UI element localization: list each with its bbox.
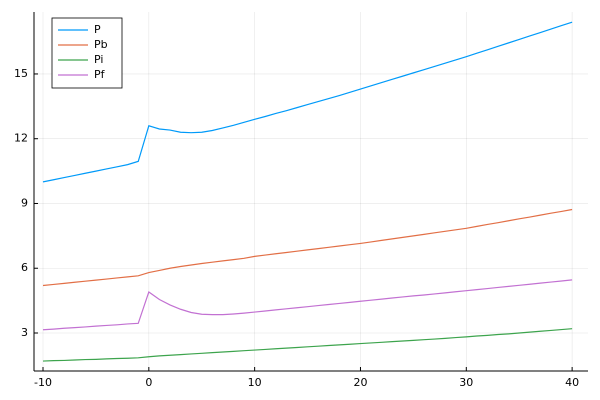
line xyxy=(42,21,573,183)
y-tick-label: 15 xyxy=(14,67,28,80)
line xyxy=(42,328,573,362)
legend-label: Pi xyxy=(94,53,103,66)
legend-label: Pf xyxy=(94,68,106,81)
x-tick-label: 0 xyxy=(145,376,152,389)
legend-label: Pb xyxy=(94,38,108,51)
x-tick-label: -10 xyxy=(34,376,52,389)
x-tick-label: 20 xyxy=(353,376,367,389)
y-tick-label: 6 xyxy=(21,261,28,274)
y-tick-label: 12 xyxy=(14,132,28,145)
x-tick-label: 10 xyxy=(248,376,262,389)
legend-box xyxy=(51,17,123,89)
line xyxy=(42,208,573,287)
x-tick-label: 40 xyxy=(565,376,579,389)
x-tick-label: 30 xyxy=(459,376,473,389)
line xyxy=(42,279,573,331)
legend-label: P xyxy=(94,23,101,36)
y-tick-label: 9 xyxy=(21,196,28,209)
y-tick-label: 3 xyxy=(21,326,28,339)
